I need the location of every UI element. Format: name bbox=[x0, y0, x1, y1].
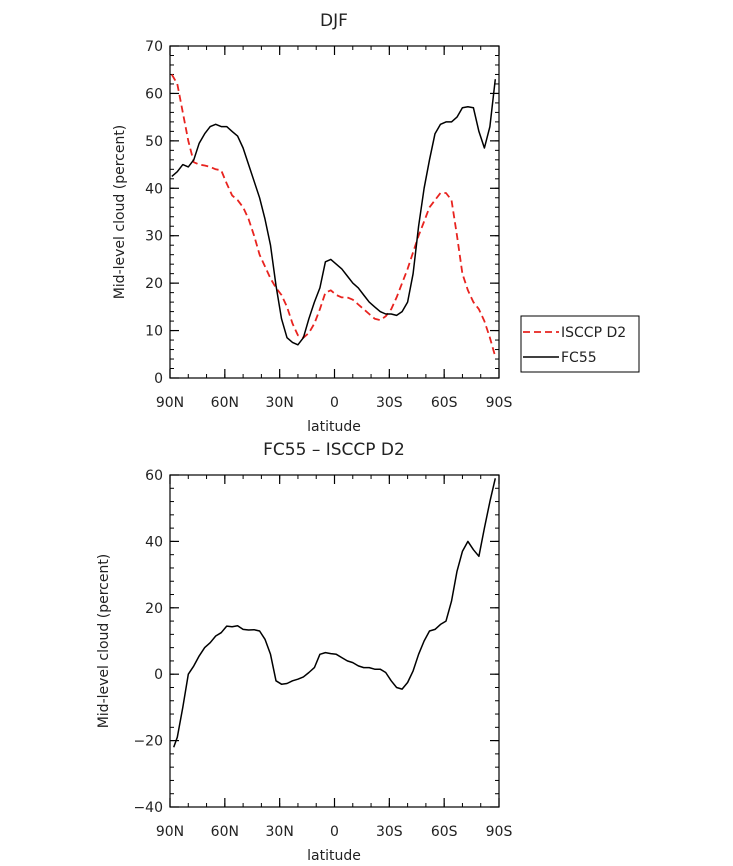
y-tick-label: 50 bbox=[145, 134, 163, 150]
x-tick-label: 60S bbox=[431, 395, 458, 411]
y-tick-label: −20 bbox=[133, 734, 163, 750]
y-tick-label: 0 bbox=[154, 667, 163, 683]
x-tick-label: 30S bbox=[376, 824, 403, 840]
x-tick-label: 60N bbox=[211, 824, 239, 840]
plot-frame bbox=[169, 45, 500, 379]
chart-title: FC55 – ISCCP D2 bbox=[263, 440, 405, 460]
series-lines bbox=[171, 74, 497, 357]
x-tick-label: 30N bbox=[266, 824, 294, 840]
y-tick-label: 40 bbox=[145, 181, 163, 197]
y-tick-label: 10 bbox=[145, 324, 163, 340]
x-axis-label: latitude bbox=[307, 848, 361, 864]
y-tick-label: 60 bbox=[145, 86, 163, 102]
x-tick-label: 30N bbox=[266, 395, 294, 411]
chart-djf: DJF 90N 60N 30N 0 30S 60S 90S 0 10 20 30 40 50 60 70 l… bbox=[112, 11, 640, 435]
y-axis-label: Mid-level cloud (percent) bbox=[96, 554, 112, 729]
x-tick-label: 30S bbox=[376, 395, 403, 411]
x-tick-label: 90N bbox=[156, 824, 184, 840]
series-line-fc55 bbox=[171, 79, 497, 346]
y-tick-label: 60 bbox=[145, 468, 163, 484]
y-axis-label: Mid-level cloud (percent) bbox=[112, 125, 128, 300]
chart-difference: FC55 – ISCCP D2 90N 60N 30N 0 30S 60S 90S −40 −2… bbox=[96, 440, 512, 864]
legend: ISCCP D2 FC55 bbox=[520, 315, 640, 373]
x-tick-label: 60N bbox=[211, 395, 239, 411]
x-tick-label: 90N bbox=[156, 395, 184, 411]
x-tick-label: 90S bbox=[486, 824, 513, 840]
plot-frame bbox=[169, 474, 500, 808]
y-tick-label: 0 bbox=[154, 371, 163, 387]
y-tick-label: 30 bbox=[145, 229, 163, 245]
x-tick-label: 90S bbox=[486, 395, 513, 411]
y-tick-label: −40 bbox=[133, 800, 163, 816]
ticks: 90N 60N 30N 0 30S 60S 90S 0 10 20 30 40 50 60 70 bbox=[145, 39, 512, 411]
y-tick-label: 40 bbox=[145, 534, 163, 550]
legend-label-isccp-d2: ISCCP D2 bbox=[561, 325, 626, 341]
series-line-isccp-d2 bbox=[171, 74, 497, 357]
x-tick-label: 0 bbox=[330, 824, 339, 840]
legend-box bbox=[520, 315, 640, 373]
legend-label-fc55: FC55 bbox=[561, 350, 597, 366]
x-axis-label: latitude bbox=[307, 419, 361, 435]
series-lines bbox=[172, 478, 497, 748]
y-tick-label: 70 bbox=[145, 39, 163, 55]
series-line-difference bbox=[172, 478, 497, 748]
y-tick-label: 20 bbox=[145, 276, 163, 292]
x-tick-label: 0 bbox=[330, 395, 339, 411]
ticks: 90N 60N 30N 0 30S 60S 90S −40 −20 0 20 40 60 bbox=[133, 468, 512, 840]
x-tick-label: 60S bbox=[431, 824, 458, 840]
chart-title: DJF bbox=[320, 11, 348, 31]
y-tick-label: 20 bbox=[145, 601, 163, 617]
